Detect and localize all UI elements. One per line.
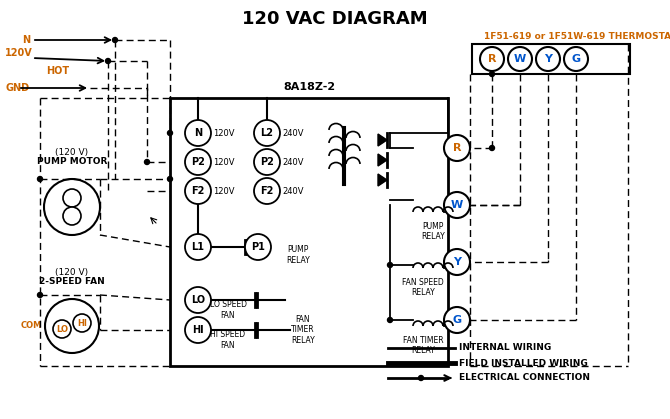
Text: 120 VAC DIAGRAM: 120 VAC DIAGRAM: [242, 10, 428, 28]
Text: R: R: [453, 143, 461, 153]
Text: HOT: HOT: [46, 66, 70, 76]
Circle shape: [105, 59, 111, 64]
Circle shape: [444, 135, 470, 161]
Text: L2: L2: [261, 128, 273, 138]
Circle shape: [444, 249, 470, 275]
Text: LO SPEED
FAN: LO SPEED FAN: [210, 300, 247, 320]
Text: F2: F2: [192, 186, 205, 196]
Circle shape: [63, 189, 81, 207]
Circle shape: [254, 178, 280, 204]
Text: 120V: 120V: [213, 158, 234, 166]
Text: F2: F2: [261, 186, 273, 196]
Polygon shape: [378, 174, 387, 186]
Text: HI SPEED
FAN: HI SPEED FAN: [210, 330, 246, 350]
Text: 2-SPEED FAN: 2-SPEED FAN: [39, 277, 105, 285]
Circle shape: [490, 145, 494, 150]
Text: P2: P2: [260, 157, 274, 167]
Text: N: N: [22, 35, 30, 45]
Circle shape: [38, 176, 42, 181]
Text: Y: Y: [453, 257, 461, 267]
Polygon shape: [378, 134, 387, 146]
Text: (120 V): (120 V): [56, 147, 88, 157]
Circle shape: [536, 47, 560, 71]
Circle shape: [185, 149, 211, 175]
Circle shape: [444, 192, 470, 218]
Text: FAN SPEED
RELAY: FAN SPEED RELAY: [402, 278, 444, 297]
Circle shape: [480, 47, 504, 71]
Circle shape: [185, 317, 211, 343]
Circle shape: [168, 130, 172, 135]
Text: 120V: 120V: [213, 186, 234, 196]
Bar: [472, 44, 630, 74]
Text: ELECTRICAL CONNECTION: ELECTRICAL CONNECTION: [459, 373, 590, 383]
Circle shape: [245, 234, 271, 260]
Bar: [170, 98, 448, 366]
Circle shape: [63, 207, 81, 225]
Text: P2: P2: [191, 157, 205, 167]
Text: INTERNAL WIRING: INTERNAL WIRING: [459, 344, 551, 352]
Polygon shape: [378, 154, 387, 166]
Text: 240V: 240V: [282, 158, 304, 166]
Circle shape: [73, 314, 91, 332]
Text: (120 V): (120 V): [56, 267, 88, 277]
Circle shape: [38, 292, 42, 297]
Text: N: N: [194, 128, 202, 138]
Text: 120V: 120V: [213, 129, 234, 137]
Circle shape: [53, 320, 71, 338]
Text: 240V: 240V: [282, 129, 304, 137]
Text: PUMP MOTOR: PUMP MOTOR: [37, 157, 107, 166]
Circle shape: [168, 176, 172, 181]
Text: G: G: [452, 315, 462, 325]
Circle shape: [508, 47, 532, 71]
Text: LO: LO: [56, 324, 68, 334]
Circle shape: [387, 318, 393, 323]
Text: Y: Y: [544, 54, 552, 64]
Circle shape: [113, 37, 117, 42]
Text: 240V: 240V: [282, 186, 304, 196]
Circle shape: [185, 234, 211, 260]
Circle shape: [145, 160, 149, 165]
Text: W: W: [514, 54, 526, 64]
Text: GND: GND: [5, 83, 29, 93]
Circle shape: [387, 262, 393, 267]
Text: LO: LO: [191, 295, 205, 305]
Circle shape: [490, 72, 494, 77]
Text: PUMP
RELAY: PUMP RELAY: [421, 222, 445, 241]
Text: 1F51-619 or 1F51W-619 THERMOSTAT: 1F51-619 or 1F51W-619 THERMOSTAT: [484, 31, 670, 41]
Circle shape: [185, 120, 211, 146]
Text: 120V: 120V: [5, 48, 33, 58]
Text: COM: COM: [21, 321, 42, 331]
Circle shape: [185, 178, 211, 204]
Text: FAN TIMER
RELAY: FAN TIMER RELAY: [403, 336, 444, 355]
Text: R: R: [488, 54, 496, 64]
Circle shape: [185, 287, 211, 313]
Text: P1: P1: [251, 242, 265, 252]
Circle shape: [254, 149, 280, 175]
Circle shape: [419, 375, 423, 380]
Text: PUMP
RELAY: PUMP RELAY: [286, 245, 310, 265]
Text: HI: HI: [192, 325, 204, 335]
Text: W: W: [451, 200, 463, 210]
Text: FAN
TIMER
RELAY: FAN TIMER RELAY: [291, 315, 315, 345]
Circle shape: [254, 120, 280, 146]
Text: HI: HI: [77, 318, 87, 328]
Circle shape: [444, 307, 470, 333]
Circle shape: [564, 47, 588, 71]
Text: L1: L1: [192, 242, 204, 252]
Text: FIELD INSTALLED WIRING: FIELD INSTALLED WIRING: [459, 359, 588, 367]
Text: 8A18Z-2: 8A18Z-2: [283, 82, 335, 92]
Text: G: G: [572, 54, 581, 64]
